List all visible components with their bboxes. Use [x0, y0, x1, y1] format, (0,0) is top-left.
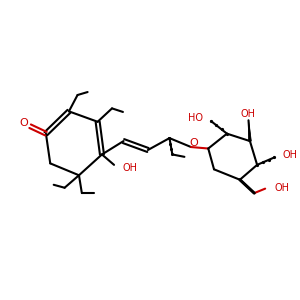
- Text: OH: OH: [122, 164, 137, 173]
- Polygon shape: [248, 120, 251, 141]
- Text: O: O: [20, 118, 28, 128]
- Text: OH: OH: [241, 109, 256, 119]
- Text: HO: HO: [188, 112, 203, 123]
- Text: OH: OH: [275, 183, 290, 193]
- Text: O: O: [189, 138, 198, 148]
- Text: OH: OH: [282, 150, 297, 160]
